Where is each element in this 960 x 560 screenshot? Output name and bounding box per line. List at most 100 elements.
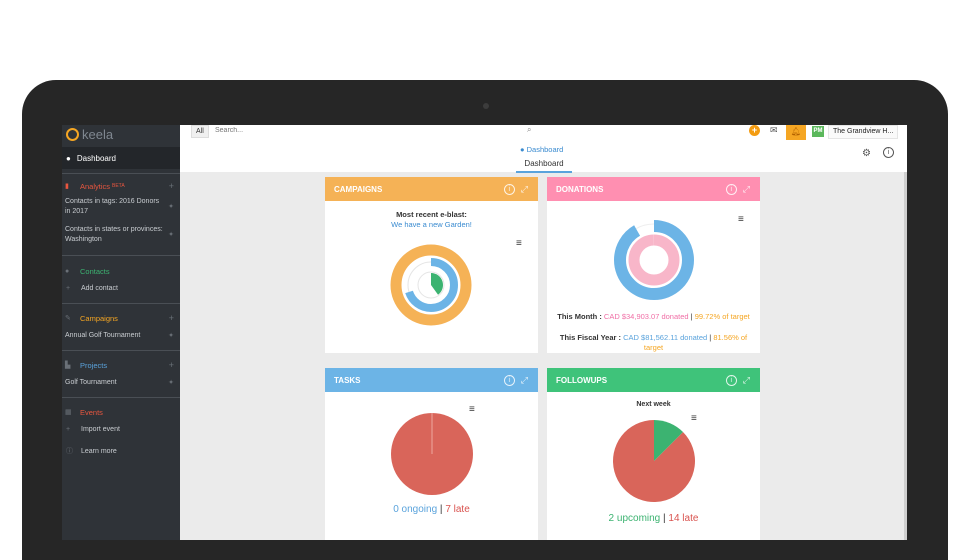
sidebar-item-campaigns[interactable]: ✎ Campaigns + <box>62 309 180 327</box>
tasks-card: TASKS i ⤢ ≡ 0 ongoing | 7 late <box>325 368 538 540</box>
sidebar-item-label: Add contact <box>81 285 118 292</box>
sidebar-item-label: Golf Tournament <box>65 379 117 386</box>
info-icon[interactable]: i <box>725 374 737 386</box>
fiscal-year-ring <box>614 220 694 300</box>
info-icon[interactable]: i <box>725 183 737 195</box>
pin-icon[interactable]: ✦ <box>168 332 174 339</box>
card-title: TASKS <box>334 375 361 385</box>
sidebar-item-label: Import event <box>81 426 120 433</box>
campaigns-card-header: CAMPAIGNS i ⤢ <box>325 177 538 201</box>
sidebar-item-events[interactable]: ▦ Events <box>62 403 180 421</box>
logo-text: keela <box>82 126 114 142</box>
search-input[interactable] <box>212 125 545 136</box>
pin-icon[interactable]: ✦ <box>168 202 174 210</box>
followups-late-label[interactable]: 14 late <box>668 513 699 524</box>
tasks-card-header: TASKS i ⤢ <box>325 368 538 392</box>
followups-card: FOLLOWUPS i ⤢ Next week ≡ 2 upcoming | 14… <box>547 368 760 540</box>
bar-chart-icon: ▮ <box>65 183 69 190</box>
sidebar-item-analytics[interactable]: ▮ Analytics BETA + <box>62 177 180 195</box>
eblast-link[interactable]: We have a new Garden! <box>391 220 472 229</box>
pin-icon[interactable]: ✦ <box>168 379 174 386</box>
this-month-ring <box>628 234 680 286</box>
add-analytics-icon[interactable]: + <box>168 181 174 191</box>
chart-menu-icon[interactable]: ≡ <box>691 413 697 424</box>
folder-icon: ▙ <box>65 362 71 369</box>
card-title: DONATIONS <box>556 184 604 194</box>
sidebar-section-contacts: ● Contacts + Add contact <box>62 262 180 296</box>
tab-dashboard[interactable]: Dashboard <box>516 158 572 173</box>
year-pct: 81.56% of target <box>643 333 748 352</box>
sidebar-section-campaigns: ✎ Campaigns + Annual Golf Tournament ✦ <box>62 309 180 343</box>
expand-icon[interactable]: ⤢ <box>520 374 528 385</box>
followups-upcoming-slice <box>654 420 683 461</box>
webcam <box>483 103 489 109</box>
month-summary: This Month : CAD $34,903.07 donated | 99… <box>557 312 750 321</box>
sidebar-item-label: Dashboard <box>76 153 116 163</box>
campaign-middle-ring <box>404 258 458 312</box>
expand-icon[interactable]: ⤢ <box>742 374 750 385</box>
gear-icon[interactable]: ⚙ <box>862 148 871 159</box>
followups-card-header: FOLLOWUPS i ⤢ <box>547 368 760 392</box>
campaigns-card: CAMPAIGNS i ⤢ Most recent e-blast: We hav… <box>325 177 538 353</box>
pin-icon[interactable]: ✦ <box>168 230 174 238</box>
sidebar-item-label: Projects <box>80 360 108 370</box>
sidebar-analytics-link[interactable]: Contacts in states or provinces: Washing… <box>62 223 180 246</box>
sidebar-item-label: Contacts <box>80 266 110 276</box>
sidebar-campaign-link[interactable]: Annual Golf Tournament ✦ <box>62 329 180 343</box>
info-icon[interactable]: i <box>503 374 515 386</box>
breadcrumb[interactable]: ● Dashboard <box>520 145 563 154</box>
followups-pie-chart <box>613 420 695 502</box>
avatar[interactable]: PM <box>812 126 824 137</box>
sidebar-item-contacts[interactable]: ● Contacts <box>62 262 180 280</box>
donations-card: DONATIONS i ⤢ ≡ This Month : CAD $34,903.… <box>547 177 760 353</box>
donations-card-header: DONATIONS i ⤢ <box>547 177 760 201</box>
sidebar-add-contact[interactable]: + Add contact <box>62 282 180 296</box>
sidebar-import-event[interactable]: + Import event <box>62 423 180 437</box>
followups-subtitle: Next week <box>636 401 671 408</box>
sidebar-learn-more[interactable]: ⓘ Learn more <box>62 445 180 459</box>
plus-icon: + <box>66 426 71 433</box>
month-label: This Month : <box>557 312 602 321</box>
chart-menu-icon[interactable]: ≡ <box>738 214 744 225</box>
followups-upcoming-label[interactable]: 2 upcoming <box>608 513 661 524</box>
card-title: FOLLOWUPS <box>556 375 608 385</box>
logo[interactable]: keela <box>66 125 113 144</box>
search-icon[interactable]: ⌕ <box>527 125 532 134</box>
sidebar-item-label: Analytics <box>80 181 111 191</box>
calendar-icon: ▦ <box>65 409 72 416</box>
tasks-late-label[interactable]: 7 late <box>445 504 470 515</box>
month-pct: 99.72% of target <box>694 312 750 321</box>
add-campaign-icon[interactable]: + <box>168 313 174 323</box>
organization-switcher[interactable]: The Grandview H... <box>828 125 899 139</box>
send-icon: ✎ <box>65 315 71 322</box>
search-scope-select[interactable]: All <box>191 125 209 138</box>
quick-add-button[interactable]: + <box>749 125 760 136</box>
chart-menu-icon[interactable]: ≡ <box>469 404 475 415</box>
add-project-icon[interactable]: + <box>168 360 174 370</box>
info-icon[interactable]: i <box>503 183 515 195</box>
chart-menu-icon[interactable]: ≡ <box>516 238 522 249</box>
breadcrumb-label: Dashboard <box>526 145 564 154</box>
info-icon[interactable]: i <box>883 147 894 158</box>
expand-icon[interactable]: ⤢ <box>520 183 528 194</box>
sidebar-analytics-link[interactable]: Contacts in tags: 2016 Donors in 2017 ✦ <box>62 195 180 218</box>
page-header: ● Dashboard Dashboard ⚙ i <box>180 142 907 173</box>
campaign-subtitle: Most recent e-blast: <box>396 210 467 219</box>
donations-rings-chart <box>614 220 694 300</box>
year-label: This Fiscal Year : <box>559 333 622 342</box>
notifications-bell-icon[interactable]: 🔔︎ <box>786 125 806 140</box>
info-icon: ⓘ <box>66 447 73 455</box>
tasks-pie-chart <box>391 413 473 495</box>
scrollbar[interactable] <box>904 172 907 540</box>
expand-icon[interactable]: ⤢ <box>742 183 750 194</box>
tasks-ongoing-label[interactable]: 0 ongoing <box>393 504 438 515</box>
campaign-rings-chart <box>390 244 472 326</box>
sidebar-item-projects[interactable]: ▙ Projects + <box>62 356 180 374</box>
campaign-outer-ring <box>390 244 472 326</box>
sidebar-item-label: Contacts in states or provinces: Washing… <box>65 226 163 243</box>
mail-icon[interactable]: ✉ <box>770 125 778 135</box>
sidebar-project-link[interactable]: Golf Tournament ✦ <box>62 376 180 390</box>
followups-summary: 2 upcoming | 14 late <box>608 513 699 524</box>
sidebar-item-dashboard[interactable]: ● Dashboard <box>62 147 180 169</box>
sidebar-divider <box>62 303 180 304</box>
